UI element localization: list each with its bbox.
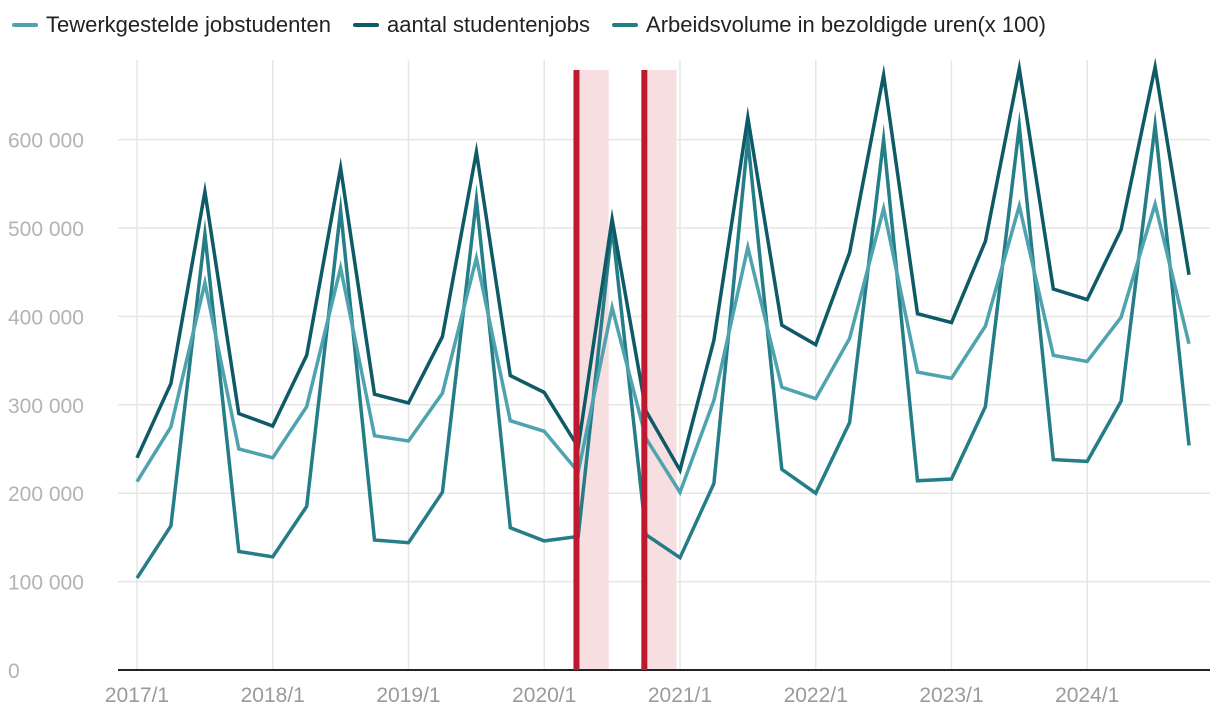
legend-swatch-studentenjobs	[352, 23, 379, 27]
x-tick-label: 2019/1	[376, 684, 440, 707]
line-studentenjobs	[135, 57, 1191, 475]
legend-label-tewerkgestelde: Tewerkgestelde jobstudenten	[46, 12, 331, 37]
legend-item-arbeidsvolume[interactable]: Arbeidsvolume in bezoldigde uren(x 100)	[612, 12, 1046, 38]
y-tick-label: 500 000	[8, 218, 84, 241]
y-tick-label: 200 000	[8, 483, 84, 506]
shaded-period	[644, 70, 677, 670]
legend-label-arbeidsvolume: Arbeidsvolume in bezoldigde uren(x 100)	[646, 12, 1046, 37]
shaded-period	[576, 70, 609, 670]
legend-item-tewerkgestelde[interactable]: Tewerkgestelde jobstudenten	[12, 12, 331, 38]
y-tick-label: 400 000	[8, 306, 84, 329]
legend-item-studentenjobs[interactable]: aantal studentenjobs	[352, 12, 591, 38]
x-tick-label: 2020/1	[512, 684, 576, 707]
y-tick-label: 600 000	[8, 130, 84, 153]
line-tewerkgestelde	[135, 197, 1191, 497]
legend-swatch-tewerkgestelde	[12, 23, 38, 27]
x-tick-label: 2023/1	[919, 684, 983, 707]
x-tick-label: 2018/1	[241, 684, 305, 707]
x-tick-label: 2022/1	[784, 684, 848, 707]
y-tick-label: 0	[8, 660, 20, 683]
y-tick-label: 100 000	[8, 572, 84, 595]
x-tick-label: 2021/1	[648, 684, 712, 707]
x-tick-label: 2024/1	[1055, 684, 1119, 707]
y-tick-label: 300 000	[8, 395, 84, 418]
legend-label-studentenjobs: aantal studentenjobs	[386, 12, 591, 37]
legend: Tewerkgestelde jobstudenten aantal stude…	[12, 12, 1046, 38]
line-arbeidsvolume	[135, 110, 1191, 580]
legend-swatch-arbeidsvolume	[612, 23, 639, 27]
x-tick-label: 2017/1	[105, 684, 169, 707]
